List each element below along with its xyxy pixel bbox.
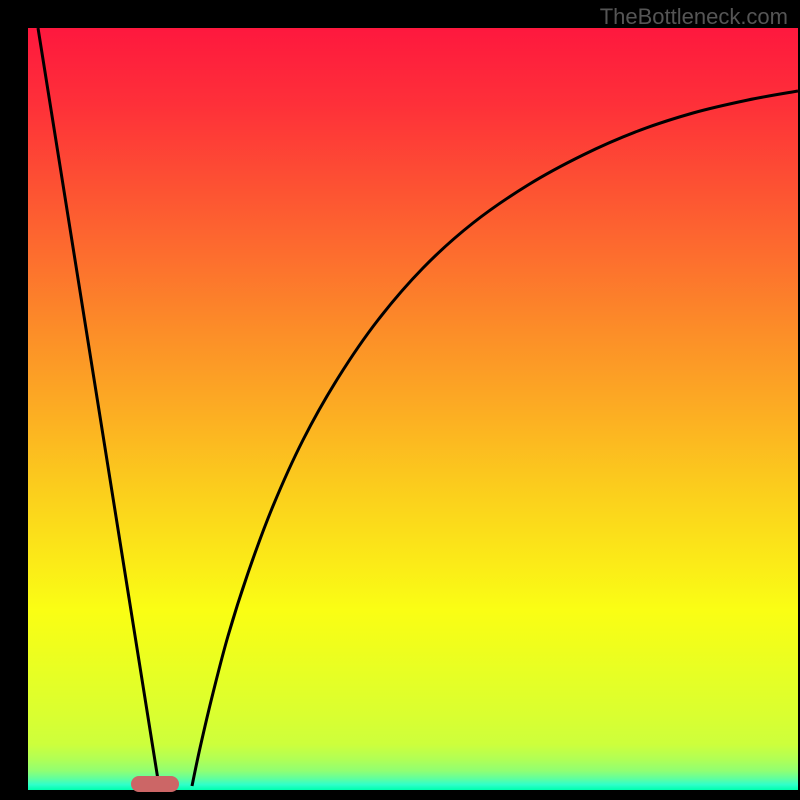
- curve-overlay: [28, 28, 798, 790]
- plot-area: [28, 28, 798, 790]
- watermark-text: TheBottleneck.com: [600, 4, 788, 30]
- bottleneck-marker: [131, 776, 179, 792]
- bottleneck-curve: [38, 28, 798, 786]
